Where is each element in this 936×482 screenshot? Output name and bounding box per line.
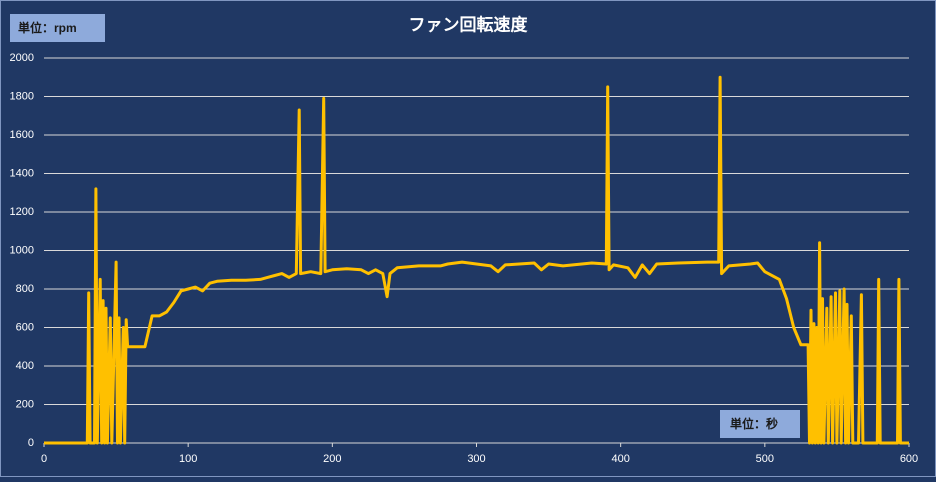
y-unit-label: 単位：rpm <box>18 20 77 35</box>
x-unit-box <box>720 410 800 438</box>
x-tick-label: 400 <box>611 453 629 465</box>
y-tick-label: 800 <box>16 283 34 295</box>
y-tick-label: 1600 <box>10 129 34 141</box>
x-tick-label: 200 <box>323 453 341 465</box>
x-tick-label: 0 <box>41 453 47 465</box>
series-line <box>44 75 909 445</box>
y-tick-label: 0 <box>28 437 34 449</box>
y-unit-box <box>10 14 105 42</box>
y-tick-label: 2000 <box>10 52 34 64</box>
y-tick-label: 1800 <box>10 90 34 102</box>
x-unit-label: 単位：秒 <box>730 416 778 431</box>
x-tick-label: 500 <box>756 453 774 465</box>
y-tick-label: 200 <box>16 398 34 410</box>
x-tick-label: 600 <box>900 453 918 465</box>
chart-title: ファン回転速度 <box>409 14 529 34</box>
x-tick-label: 300 <box>467 453 485 465</box>
y-tick-label: 1200 <box>10 206 34 218</box>
x-tick-label: 100 <box>179 453 197 465</box>
y-tick-label: 1400 <box>10 167 34 179</box>
y-tick-label: 600 <box>16 321 34 333</box>
y-tick-label: 400 <box>16 360 34 372</box>
y-tick-label: 1000 <box>10 244 34 256</box>
